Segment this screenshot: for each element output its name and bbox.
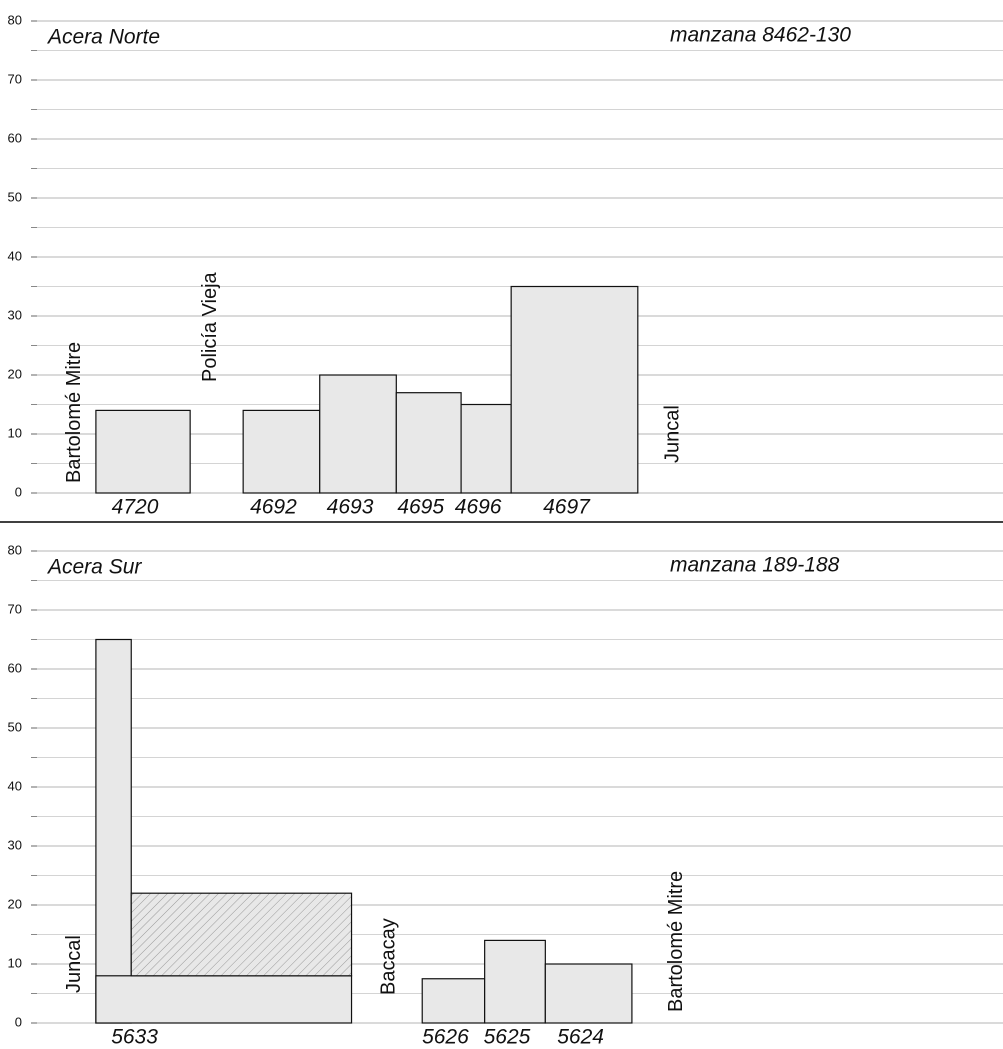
y-tick-label: 20 (8, 896, 22, 911)
bar (95, 409, 191, 494)
street-label: Bacacay (378, 918, 400, 995)
lot-label: 5633 (111, 1026, 158, 1049)
y-tick-label: 60 (8, 660, 22, 675)
y-tick-label: 80 (8, 12, 22, 27)
y-tick-label: 40 (8, 248, 22, 263)
street-label: Bartolomé Mitre (63, 342, 85, 483)
street-label: Policía Vieja (199, 271, 221, 382)
lot-label: 4720 (112, 496, 159, 519)
panel-title: Acera Sur (46, 556, 142, 579)
y-tick-label: 10 (8, 955, 22, 970)
street-label: Juncal (63, 935, 85, 993)
bar (242, 409, 321, 494)
panel-subtitle: manzana 8462-130 (670, 24, 851, 47)
bar (510, 285, 639, 494)
panel-title: Acera Norte (46, 26, 160, 49)
y-tick-label: 50 (8, 189, 22, 204)
y-tick-label: 0 (15, 1014, 22, 1029)
y-tick-label: 70 (8, 71, 22, 86)
bar (95, 975, 353, 1024)
bar (421, 978, 486, 1024)
y-tick-label: 20 (8, 366, 22, 381)
bar (484, 939, 546, 1024)
bar (319, 374, 397, 494)
y-tick-label: 30 (8, 307, 22, 322)
panel-subtitle: manzana 189-188 (670, 554, 840, 577)
y-tick-label: 70 (8, 601, 22, 616)
lot-label: 4692 (250, 496, 297, 519)
bar (544, 963, 633, 1024)
lot-label: 5625 (484, 1026, 531, 1049)
lot-label: 4695 (397, 496, 444, 519)
bar (395, 392, 462, 494)
lot-label: 4693 (327, 496, 374, 519)
lot-label: 5626 (422, 1026, 469, 1049)
y-tick-label: 40 (8, 778, 22, 793)
lot-label: 4696 (455, 496, 502, 519)
lot-label: 5624 (557, 1026, 604, 1049)
y-tick-label: 30 (8, 837, 22, 852)
y-tick-label: 60 (8, 130, 22, 145)
bar (95, 638, 132, 1024)
y-tick-label: 0 (15, 484, 22, 499)
y-tick-label: 50 (8, 719, 22, 734)
hatched-bar (130, 892, 353, 977)
lot-label: 4697 (543, 496, 591, 519)
y-tick-label: 80 (8, 542, 22, 557)
bar (460, 403, 512, 494)
street-label: Bartolomé Mitre (665, 871, 687, 1012)
y-tick-label: 10 (8, 425, 22, 440)
street-label: Juncal (661, 405, 683, 463)
